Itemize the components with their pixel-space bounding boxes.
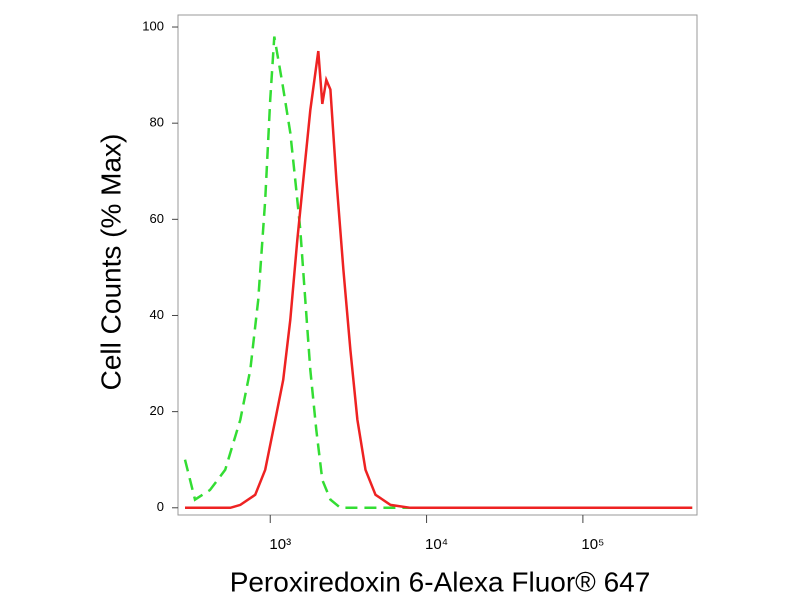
y-tick-label: 80	[150, 115, 164, 130]
y-tick-label: 20	[150, 403, 164, 418]
histogram-line	[183, 36, 693, 510]
y-tick-label: 60	[150, 211, 164, 226]
y-tick-label: 40	[150, 307, 164, 322]
x-tick-label: 10⁵	[581, 536, 604, 553]
y-axis-label: Cell Counts (% Max)	[95, 134, 126, 391]
x-axis-label: Peroxiredoxin 6-Alexa Fluor® 647	[230, 566, 651, 597]
plot-frame	[177, 14, 698, 516]
histogram-line	[185, 50, 693, 510]
y-tick-label: 100	[142, 18, 164, 33]
x-tick-label: 10³	[269, 536, 291, 553]
y-tick-label: 0	[157, 499, 164, 514]
x-tick-label: 10⁴	[425, 536, 448, 553]
